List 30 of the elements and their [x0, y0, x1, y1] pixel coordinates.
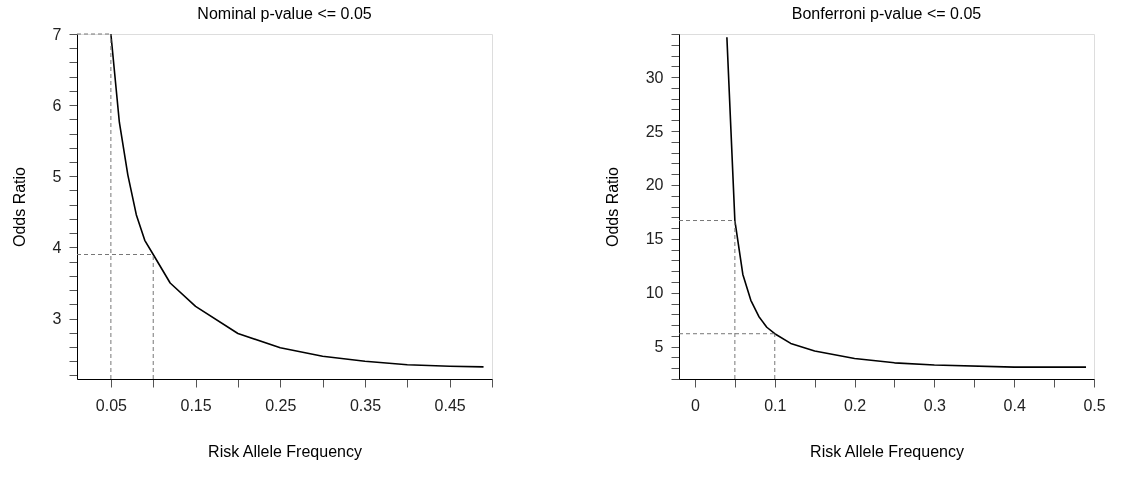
y-tick-label: 5 — [52, 167, 62, 185]
y-tick-label: 10 — [645, 284, 664, 302]
y-tick-label: 5 — [654, 338, 664, 356]
x-tick-label: 0.15 — [180, 396, 212, 414]
line-series — [726, 36, 1087, 368]
y-tick-label: 6 — [52, 96, 62, 114]
x-axis-title: Risk Allele Frequency — [208, 442, 362, 460]
x-tick-label: 0.5 — [1083, 396, 1106, 414]
x-axis-title: Risk Allele Frequency — [810, 442, 964, 460]
y-tick-label: 30 — [645, 68, 664, 86]
x-tick-label: 0.1 — [764, 396, 787, 414]
y-tick-label: 15 — [645, 230, 664, 248]
y-axis-title: Odds Ratio — [10, 166, 28, 248]
x-tick-label: 0.3 — [923, 396, 947, 414]
y-axis-title: Odds Ratio — [603, 166, 621, 248]
x-tick-label: 0 — [691, 396, 701, 414]
x-tick-label: 0.35 — [349, 396, 382, 414]
y-tick-label: 4 — [52, 238, 62, 256]
x-tick-label: 0.45 — [434, 396, 466, 414]
x-tick-label: 0.25 — [265, 396, 297, 414]
y-tick-label: 7 — [52, 25, 62, 43]
chart-title: Bonferroni p-value <= 0.05 — [791, 5, 982, 22]
y-tick-label: 20 — [645, 176, 664, 194]
y-tick-label: 3 — [52, 310, 62, 328]
x-tick-label: 0.4 — [1003, 396, 1026, 414]
x-tick-label: 0.2 — [843, 396, 867, 414]
y-tick-label: 25 — [645, 122, 664, 140]
x-tick-label: 0.05 — [95, 396, 128, 414]
line-series — [110, 33, 485, 368]
chart-title: Nominal p-value <= 0.05 — [197, 5, 372, 22]
